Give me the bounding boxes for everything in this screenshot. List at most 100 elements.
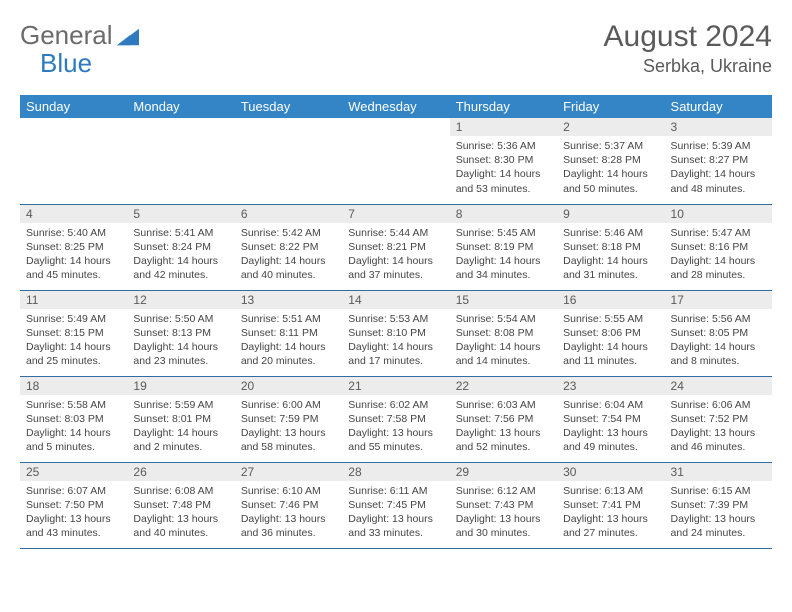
day-details: Sunrise: 6:08 AMSunset: 7:48 PMDaylight:… <box>127 481 234 545</box>
logo-word1: General <box>20 20 113 51</box>
calendar-day-cell: 2Sunrise: 5:37 AMSunset: 8:28 PMDaylight… <box>557 118 664 204</box>
calendar-day-cell: 4Sunrise: 5:40 AMSunset: 8:25 PMDaylight… <box>20 204 127 290</box>
daylight-text: Daylight: 14 hours and 5 minutes. <box>26 426 121 454</box>
calendar-day-cell: 8 Sunrise: 5:45 AMSunset: 8:19 PMDaylight… <box>450 204 557 290</box>
daylight-text: Daylight: 14 hours and 31 minutes. <box>563 254 658 282</box>
day-details: Sunrise: 6:00 AMSunset: 7:59 PMDaylight:… <box>235 395 342 459</box>
location-text: Serbka, Ukraine <box>604 56 772 77</box>
daylight-text: Daylight: 13 hours and 30 minutes. <box>456 512 551 540</box>
sunrise-text: Sunrise: 6:11 AM <box>348 484 443 498</box>
calendar-week-row: 4Sunrise: 5:40 AMSunset: 8:25 PMDaylight… <box>20 204 772 290</box>
day-number: 12 <box>127 291 234 309</box>
daylight-text: Daylight: 13 hours and 46 minutes. <box>671 426 766 454</box>
daylight-text: Daylight: 14 hours and 45 minutes. <box>26 254 121 282</box>
sunrise-text: Sunrise: 6:00 AM <box>241 398 336 412</box>
daylight-text: Daylight: 14 hours and 20 minutes. <box>241 340 336 368</box>
calendar-week-row: 11Sunrise: 5:49 AMSunset: 8:15 PMDayligh… <box>20 290 772 376</box>
sunrise-text: Sunrise: 6:07 AM <box>26 484 121 498</box>
day-details: Sunrise: 5:55 AMSunset: 8:06 PMDaylight:… <box>557 309 664 373</box>
sunrise-text: Sunrise: 6:02 AM <box>348 398 443 412</box>
day-details: Sunrise: 6:03 AMSunset: 7:56 PMDaylight:… <box>450 395 557 459</box>
daylight-text: Daylight: 14 hours and 23 minutes. <box>133 340 228 368</box>
sunrise-text: Sunrise: 5:51 AM <box>241 312 336 326</box>
day-details: Sunrise: 6:06 AMSunset: 7:52 PMDaylight:… <box>665 395 772 459</box>
day-details: Sunrise: 6:04 AMSunset: 7:54 PMDaylight:… <box>557 395 664 459</box>
calendar-day-cell: 3Sunrise: 5:39 AMSunset: 8:27 PMDaylight… <box>665 118 772 204</box>
daylight-text: Daylight: 14 hours and 53 minutes. <box>456 167 551 195</box>
sunset-text: Sunset: 8:13 PM <box>133 326 228 340</box>
logo-triangle-icon <box>117 28 139 46</box>
day-details: Sunrise: 5:47 AMSunset: 8:16 PMDaylight:… <box>665 223 772 287</box>
day-number <box>20 118 127 136</box>
calendar-week-row: 1Sunrise: 5:36 AMSunset: 8:30 PMDaylight… <box>20 118 772 204</box>
daylight-text: Daylight: 14 hours and 34 minutes. <box>456 254 551 282</box>
day-number: 10 <box>665 205 772 223</box>
daylight-text: Daylight: 13 hours and 27 minutes. <box>563 512 658 540</box>
day-details: Sunrise: 6:07 AMSunset: 7:50 PMDaylight:… <box>20 481 127 545</box>
daylight-text: Daylight: 14 hours and 11 minutes. <box>563 340 658 368</box>
day-details: Sunrise: 5:54 AMSunset: 8:08 PMDaylight:… <box>450 309 557 373</box>
calendar-day-cell: 11Sunrise: 5:49 AMSunset: 8:15 PMDayligh… <box>20 290 127 376</box>
day-number: 17 <box>665 291 772 309</box>
calendar-day-cell: 29Sunrise: 6:12 AMSunset: 7:43 PMDayligh… <box>450 462 557 548</box>
sunset-text: Sunset: 7:45 PM <box>348 498 443 512</box>
sunrise-text: Sunrise: 5:37 AM <box>563 139 658 153</box>
daylight-text: Daylight: 14 hours and 2 minutes. <box>133 426 228 454</box>
day-number: 21 <box>342 377 449 395</box>
day-details: Sunrise: 5:39 AMSunset: 8:27 PMDaylight:… <box>665 136 772 200</box>
day-number: 23 <box>557 377 664 395</box>
sunset-text: Sunset: 8:10 PM <box>348 326 443 340</box>
sunset-text: Sunset: 8:03 PM <box>26 412 121 426</box>
sunset-text: Sunset: 8:27 PM <box>671 153 766 167</box>
sunset-text: Sunset: 8:19 PM <box>456 240 551 254</box>
calendar-day-cell: 5Sunrise: 5:41 AMSunset: 8:24 PMDaylight… <box>127 204 234 290</box>
day-number: 20 <box>235 377 342 395</box>
calendar-day-cell: 19Sunrise: 5:59 AMSunset: 8:01 PMDayligh… <box>127 376 234 462</box>
sunrise-text: Sunrise: 5:45 AM <box>456 226 551 240</box>
calendar-day-cell: 26Sunrise: 6:08 AMSunset: 7:48 PMDayligh… <box>127 462 234 548</box>
sunset-text: Sunset: 8:30 PM <box>456 153 551 167</box>
calendar-day-cell: 10Sunrise: 5:47 AMSunset: 8:16 PMDayligh… <box>665 204 772 290</box>
day-number: 4 <box>20 205 127 223</box>
day-number <box>235 118 342 136</box>
sunset-text: Sunset: 7:48 PM <box>133 498 228 512</box>
day-number: 9 <box>557 205 664 223</box>
day-number: 8 <box>450 205 557 223</box>
sunset-text: Sunset: 8:01 PM <box>133 412 228 426</box>
day-number: 11 <box>20 291 127 309</box>
calendar-head: SundayMondayTuesdayWednesdayThursdayFrid… <box>20 95 772 118</box>
sunrise-text: Sunrise: 5:49 AM <box>26 312 121 326</box>
sunset-text: Sunset: 7:39 PM <box>671 498 766 512</box>
day-number: 27 <box>235 463 342 481</box>
sunset-text: Sunset: 7:43 PM <box>456 498 551 512</box>
daylight-text: Daylight: 14 hours and 48 minutes. <box>671 167 766 195</box>
day-details: Sunrise: 5:42 AMSunset: 8:22 PMDaylight:… <box>235 223 342 287</box>
daylight-text: Daylight: 14 hours and 37 minutes. <box>348 254 443 282</box>
sunrise-text: Sunrise: 6:12 AM <box>456 484 551 498</box>
sunrise-text: Sunrise: 6:10 AM <box>241 484 336 498</box>
sunrise-text: Sunrise: 5:36 AM <box>456 139 551 153</box>
calendar-day-cell: 7Sunrise: 5:44 AMSunset: 8:21 PMDaylight… <box>342 204 449 290</box>
day-number: 5 <box>127 205 234 223</box>
weekday-header: Tuesday <box>235 95 342 118</box>
sunrise-text: Sunrise: 6:15 AM <box>671 484 766 498</box>
sunrise-text: Sunrise: 6:13 AM <box>563 484 658 498</box>
sunset-text: Sunset: 8:28 PM <box>563 153 658 167</box>
calendar-day-cell: 23Sunrise: 6:04 AMSunset: 7:54 PMDayligh… <box>557 376 664 462</box>
page-header: General August 2024 Serbka, Ukraine <box>20 20 772 77</box>
weekday-header: Wednesday <box>342 95 449 118</box>
sunrise-text: Sunrise: 6:06 AM <box>671 398 766 412</box>
day-details: Sunrise: 5:53 AMSunset: 8:10 PMDaylight:… <box>342 309 449 373</box>
calendar-day-cell: 24Sunrise: 6:06 AMSunset: 7:52 PMDayligh… <box>665 376 772 462</box>
calendar-week-row: 25Sunrise: 6:07 AMSunset: 7:50 PMDayligh… <box>20 462 772 548</box>
daylight-text: Daylight: 14 hours and 28 minutes. <box>671 254 766 282</box>
calendar-day-cell: 25Sunrise: 6:07 AMSunset: 7:50 PMDayligh… <box>20 462 127 548</box>
calendar-day-cell <box>235 118 342 204</box>
sunset-text: Sunset: 7:50 PM <box>26 498 121 512</box>
day-details: Sunrise: 5:46 AMSunset: 8:18 PMDaylight:… <box>557 223 664 287</box>
weekday-header: Thursday <box>450 95 557 118</box>
sunrise-text: Sunrise: 5:55 AM <box>563 312 658 326</box>
calendar-day-cell: 12Sunrise: 5:50 AMSunset: 8:13 PMDayligh… <box>127 290 234 376</box>
sunset-text: Sunset: 8:11 PM <box>241 326 336 340</box>
sunrise-text: Sunrise: 5:41 AM <box>133 226 228 240</box>
